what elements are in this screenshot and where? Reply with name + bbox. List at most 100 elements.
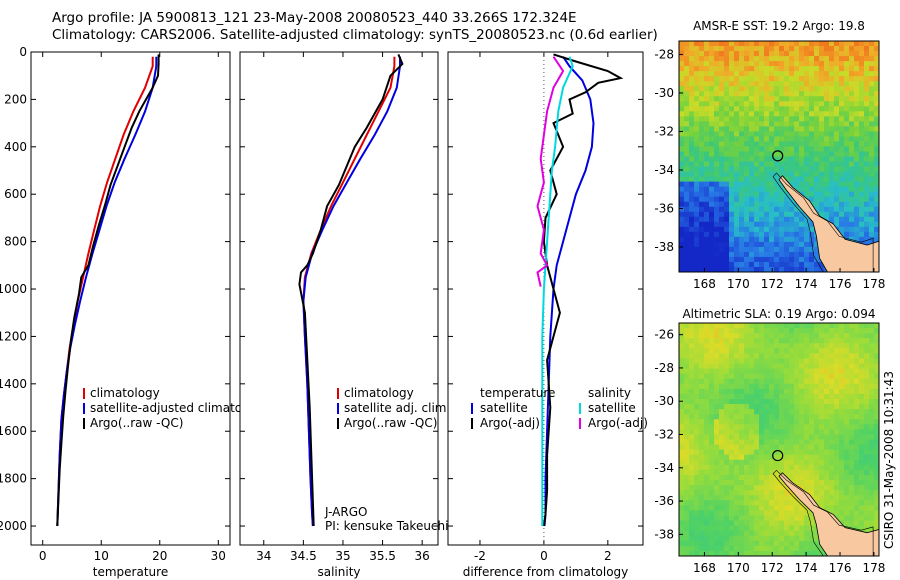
map-cell xyxy=(864,81,870,87)
map-cell xyxy=(799,121,805,127)
map-cell xyxy=(799,41,805,47)
map-cell xyxy=(679,388,685,395)
map-cell xyxy=(854,378,860,385)
map-cell xyxy=(839,363,845,370)
map-cell xyxy=(694,221,700,228)
map-cell xyxy=(804,404,810,410)
map-cell xyxy=(684,86,690,92)
map-cell xyxy=(824,91,830,97)
map-cell xyxy=(749,91,755,97)
map-cell xyxy=(704,226,710,233)
map-cell xyxy=(729,176,735,183)
map-cell xyxy=(819,41,825,47)
map-cell xyxy=(694,550,700,556)
x-tick-label: 176 xyxy=(829,561,852,575)
map-cell xyxy=(834,201,840,208)
map-cell xyxy=(774,338,780,344)
map-cell xyxy=(709,398,715,405)
map-cell xyxy=(699,540,705,547)
map-cell xyxy=(704,41,710,47)
map-cell xyxy=(694,86,700,92)
map-cell xyxy=(869,146,875,153)
map-cell xyxy=(724,66,730,72)
legend-heading: salinity xyxy=(588,386,631,400)
map-cell xyxy=(679,181,685,188)
map-cell xyxy=(709,520,715,527)
map-cell xyxy=(729,419,735,425)
map-cell xyxy=(779,96,785,102)
map-cell xyxy=(844,51,850,57)
map-cell xyxy=(764,378,770,385)
map-cell xyxy=(724,236,730,243)
map-cell xyxy=(849,106,855,112)
map-cell xyxy=(854,353,860,360)
map-cell xyxy=(779,520,785,527)
map-cell xyxy=(724,51,730,57)
map-cell xyxy=(764,201,770,208)
map-cell xyxy=(784,393,790,400)
map-cell xyxy=(864,404,870,410)
map-cell xyxy=(774,429,780,436)
map-cell xyxy=(814,363,820,370)
map-cell xyxy=(859,353,865,360)
map-cell xyxy=(784,96,790,102)
y-tick-label: -36 xyxy=(654,494,674,508)
map-cell xyxy=(834,71,840,77)
map-cell xyxy=(829,464,835,471)
map-cell xyxy=(714,404,720,410)
y-tick-label: 200 xyxy=(4,92,27,106)
map-cell xyxy=(834,449,840,456)
map-cell xyxy=(694,485,700,491)
map-cell xyxy=(779,121,785,127)
map-cell xyxy=(774,469,780,476)
map-cell xyxy=(799,469,805,476)
legend-entry: climatology xyxy=(344,386,414,400)
map-cell xyxy=(814,393,820,400)
map-cell xyxy=(874,424,879,430)
map-cell xyxy=(874,520,879,527)
map-cell xyxy=(824,141,830,148)
map-cell xyxy=(859,191,865,198)
map-cell xyxy=(834,469,840,476)
map-title: Altimetric SLA: 0.19 Argo: 0.094 xyxy=(682,307,875,321)
map-cell xyxy=(679,46,685,52)
map-cell xyxy=(774,41,780,47)
map-cell xyxy=(744,530,750,537)
map-cell xyxy=(739,251,745,258)
map-cell xyxy=(759,393,765,400)
map-cell xyxy=(724,510,730,517)
map-cell xyxy=(794,424,800,430)
map-cell xyxy=(774,540,780,547)
map-cell xyxy=(764,363,770,370)
map-cell xyxy=(849,373,855,380)
map-cell xyxy=(829,51,835,57)
map-cell xyxy=(754,398,760,405)
map-cell xyxy=(729,530,735,537)
map-cell xyxy=(769,449,775,456)
map-cell xyxy=(834,373,840,380)
map-cell xyxy=(729,151,735,158)
map-cell xyxy=(714,261,720,268)
map-cell xyxy=(744,485,750,491)
map-cell xyxy=(729,256,735,263)
x-tick-label: 35.5 xyxy=(369,549,396,563)
map-cell xyxy=(789,414,795,420)
map-cell xyxy=(684,96,690,102)
map-cell xyxy=(864,151,870,158)
x-tick-label: 20 xyxy=(152,549,167,563)
map-cell xyxy=(684,500,690,506)
map-cell xyxy=(814,490,820,496)
map-cell xyxy=(809,46,815,52)
map-cell xyxy=(799,61,805,67)
map-cell xyxy=(679,500,685,506)
map-cell xyxy=(804,480,810,486)
map-cell xyxy=(799,126,805,132)
map-cell xyxy=(814,261,820,268)
map-cell xyxy=(714,236,720,243)
map-cell xyxy=(744,51,750,57)
map-cell xyxy=(854,439,860,446)
map-cell xyxy=(789,61,795,67)
map-cell xyxy=(844,398,850,405)
map-cell xyxy=(749,101,755,107)
map-cell xyxy=(714,490,720,496)
